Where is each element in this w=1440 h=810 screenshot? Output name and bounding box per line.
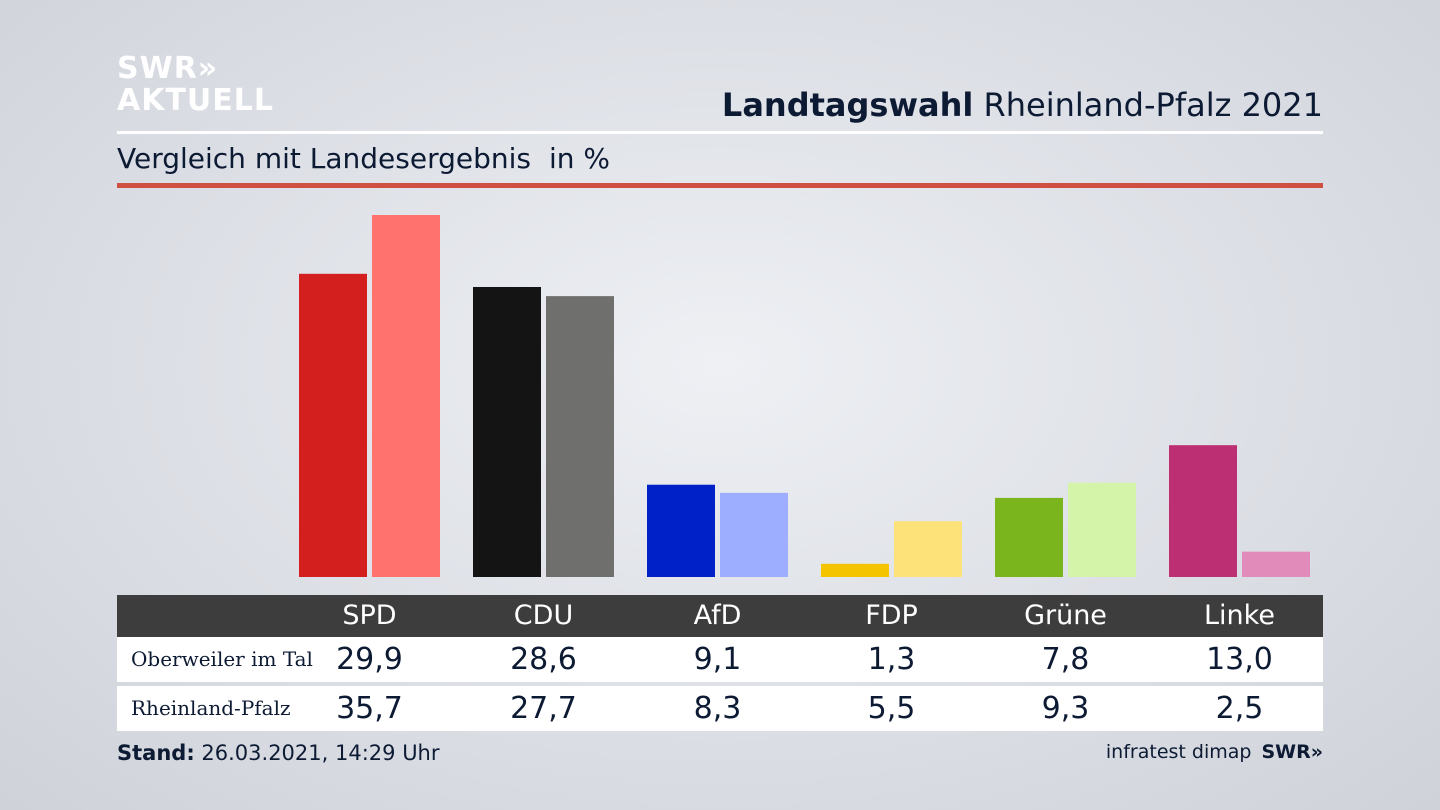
title-rest: Rheinland-Pfalz 2021 xyxy=(983,86,1323,124)
column-header-gruene: Grüne xyxy=(1024,600,1107,631)
timestamp: Stand: 26.03.2021, 14:29 Uhr xyxy=(117,741,440,765)
table-row: Rheinland-Pfalz 35,7 27,7 8,3 5,5 9,3 2,5 xyxy=(117,686,1323,731)
source-name: infratest dimap xyxy=(1105,741,1252,763)
value-gruene: 7,8 xyxy=(1041,642,1090,677)
bar-afd-rheinland-pfalz xyxy=(720,492,788,577)
bar-cdu-oberweiler-im-tal xyxy=(473,286,541,577)
value-cdu: 27,7 xyxy=(510,691,577,726)
swr-aktuell-logo: SWR» AKTUELL xyxy=(117,54,274,118)
subtitle-text: Vergleich mit Landesergebnis xyxy=(117,142,531,175)
swr-brand: SWR» xyxy=(1261,741,1323,763)
table-row: Oberweiler im Tal 29,9 28,6 9,1 1,3 7,8 13,0 xyxy=(117,637,1323,682)
value-linke: 2,5 xyxy=(1215,691,1264,726)
value-linke: 13,0 xyxy=(1206,642,1273,677)
value-spd: 29,9 xyxy=(336,642,403,677)
bar-afd-oberweiler-im-tal xyxy=(647,484,715,577)
column-header-spd: SPD xyxy=(342,600,397,631)
logo-line-2: AKTUELL xyxy=(117,83,275,118)
column-header-fdp: FDP xyxy=(865,600,918,631)
value-gruene: 9,3 xyxy=(1041,691,1090,726)
stand-label: Stand: xyxy=(117,741,195,765)
bar-fdp-rheinland-pfalz xyxy=(894,521,962,577)
source-credit: infratest dimap SWR» xyxy=(1106,741,1323,763)
value-cdu: 28,6 xyxy=(510,642,577,677)
page-title: Landtagswahl Rheinland-Pfalz 2021 xyxy=(722,86,1323,124)
value-afd: 8,3 xyxy=(693,691,742,726)
column-header-afd: AfD xyxy=(693,600,742,631)
bar-cdu-rheinland-pfalz xyxy=(546,296,614,577)
header-divider xyxy=(117,131,1323,134)
bar-gruene-oberweiler-im-tal xyxy=(995,497,1063,577)
results-table: SPD CDU AfD FDP Grüne Linke Oberweiler im Tal… xyxy=(117,595,1323,731)
column-header-cdu: CDU xyxy=(513,600,574,631)
accent-rule xyxy=(117,183,1323,188)
column-header-linke: Linke xyxy=(1204,600,1275,631)
bar-spd-oberweiler-im-tal xyxy=(299,273,367,577)
value-fdp: 5,5 xyxy=(867,691,916,726)
title-bold: Landtagswahl xyxy=(721,86,974,124)
chart-subtitle: Vergleich mit Landesergebnis in % xyxy=(117,142,610,175)
value-afd: 9,1 xyxy=(693,642,742,677)
bar-fdp-oberweiler-im-tal xyxy=(821,563,889,577)
value-spd: 35,7 xyxy=(336,691,403,726)
bar-linke-rheinland-pfalz xyxy=(1242,551,1310,577)
table-header-row: SPD CDU AfD FDP Grüne Linke xyxy=(117,595,1323,637)
bar-linke-oberweiler-im-tal xyxy=(1169,445,1237,577)
stand-value: 26.03.2021, 14:29 Uhr xyxy=(201,741,440,765)
unit-label: in % xyxy=(548,142,611,175)
row-label: Rheinland-Pfalz xyxy=(131,696,291,720)
row-label: Oberweiler im Tal xyxy=(131,647,313,671)
value-fdp: 1,3 xyxy=(867,642,916,677)
bar-gruene-rheinland-pfalz xyxy=(1068,482,1136,577)
bar-spd-rheinland-pfalz xyxy=(372,215,440,577)
logo-line-1: SWR» xyxy=(117,51,219,86)
